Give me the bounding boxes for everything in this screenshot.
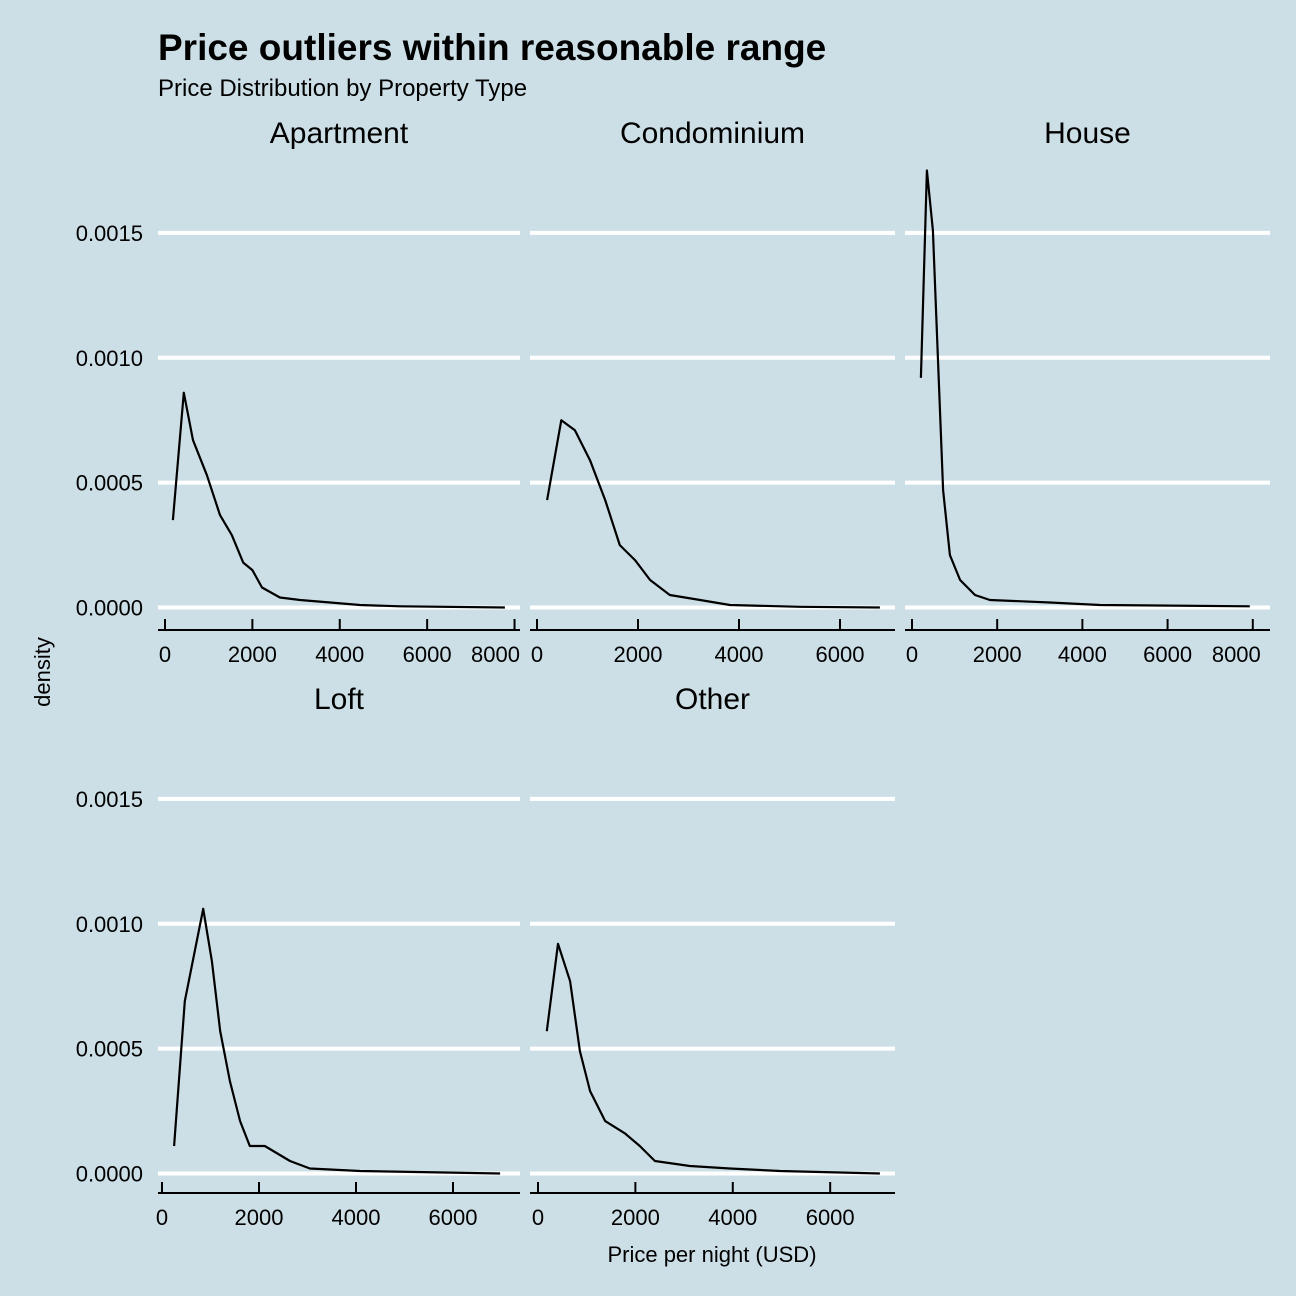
strip-label: Loft (314, 683, 365, 716)
x-tick-label: 2000 (235, 1205, 284, 1230)
x-tick-label: 0 (532, 1205, 544, 1230)
x-axis-label: Price per night (USD) (607, 1242, 816, 1267)
x-tick-label: 4000 (332, 1205, 381, 1230)
x-tick-label: 6000 (429, 1205, 478, 1230)
panel-house: House 0 2000 4000 6000 8000 (905, 117, 1270, 667)
x-tick-label: 8000 (1212, 642, 1261, 667)
x-tick-label: 2000 (614, 642, 663, 667)
y-tick-label: 0.0000 (76, 596, 143, 621)
x-tick-label: 0 (159, 642, 171, 667)
x-tick-label: 2000 (611, 1205, 660, 1230)
x-tick-label: 0 (531, 642, 543, 667)
y-tick-label: 0.0010 (76, 346, 143, 371)
x-tick-label: 6000 (1143, 642, 1192, 667)
y-tick-label: 0.0015 (76, 221, 143, 246)
density-line-condominium (546, 419, 880, 609)
x-tick-label: 8000 (471, 642, 520, 667)
y-axis-label: density (30, 637, 55, 707)
strip-label: Condominium (620, 117, 805, 150)
x-tick-label: 6000 (806, 1205, 855, 1230)
density-line-loft (173, 907, 501, 1175)
facet-panels: Apartment 0.0000 0.0005 0.0010 0.0015 0 2000 40… (76, 117, 1270, 1230)
panel-condominium: Condominium 0 2000 4000 6000 (530, 117, 895, 667)
x-tick-label: 4000 (315, 642, 364, 667)
density-line-house (919, 169, 1250, 608)
strip-label: Other (675, 683, 750, 716)
x-tick-label: 2000 (973, 642, 1022, 667)
chart-subtitle: Price Distribution by Property Type (158, 75, 527, 102)
density-line-apartment (171, 391, 505, 609)
y-tick-label: 0.0005 (76, 471, 143, 496)
strip-label: House (1044, 117, 1131, 150)
x-tick-label: 0 (906, 642, 918, 667)
x-tick-label: 4000 (715, 642, 764, 667)
panel-loft: Loft 0.0000 0.0005 0.0010 0.0015 0 2000 4000 600… (76, 683, 520, 1230)
x-tick-label: 4000 (708, 1205, 757, 1230)
panel-other: Other 0 2000 4000 6000 (530, 683, 895, 1230)
chart-title: Price outliers within reasonable range (158, 27, 826, 68)
density-line-other (545, 942, 880, 1175)
y-tick-label: 0.0000 (76, 1162, 143, 1187)
x-tick-label: 2000 (228, 642, 277, 667)
x-tick-label: 4000 (1058, 642, 1107, 667)
y-tick-label: 0.0010 (76, 912, 143, 937)
strip-label: Apartment (270, 117, 409, 150)
panel-apartment: Apartment 0.0000 0.0005 0.0010 0.0015 0 2000 40… (76, 117, 520, 667)
x-tick-label: 0 (156, 1205, 168, 1230)
x-tick-label: 6000 (403, 642, 452, 667)
x-tick-label: 6000 (816, 642, 865, 667)
y-tick-label: 0.0005 (76, 1037, 143, 1062)
y-tick-label: 0.0015 (76, 787, 143, 812)
